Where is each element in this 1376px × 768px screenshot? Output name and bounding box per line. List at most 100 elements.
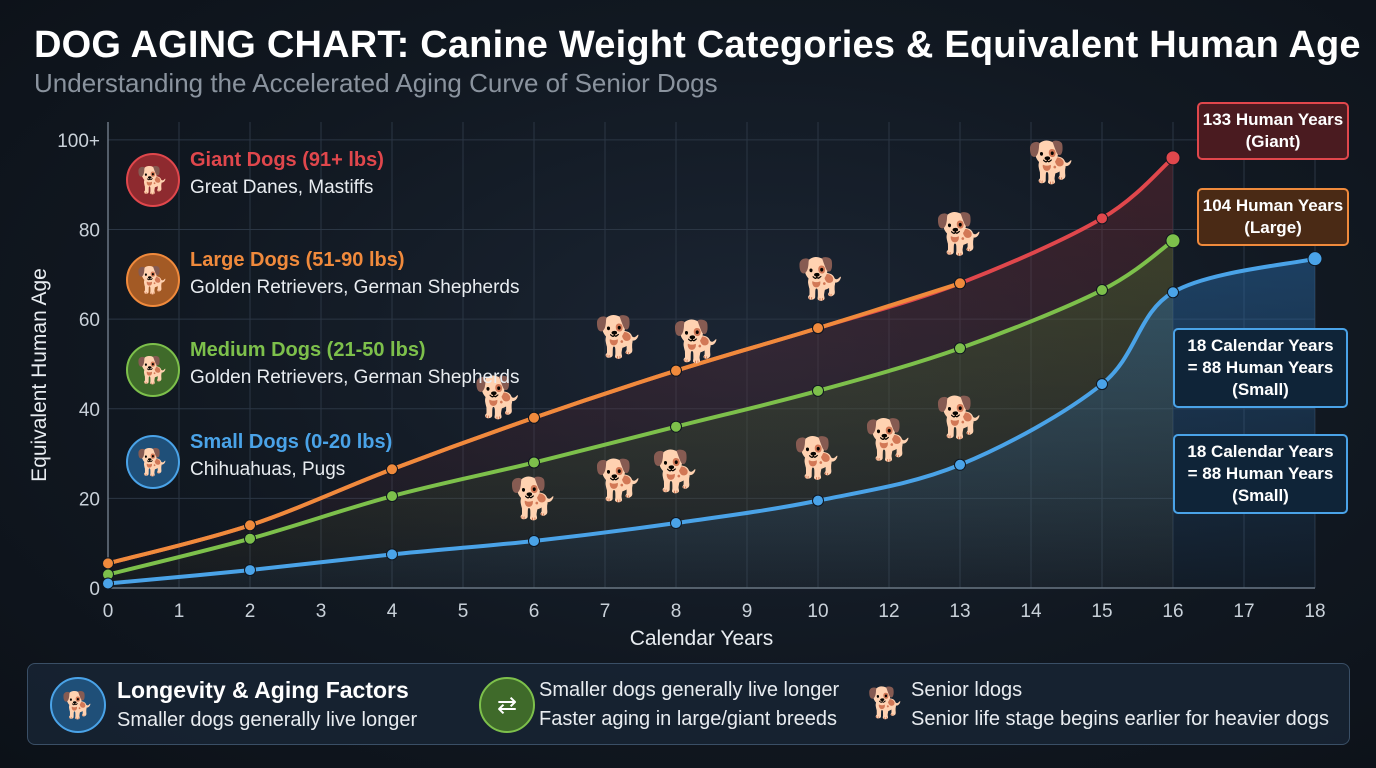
x-tick-label: 15 bbox=[1091, 601, 1112, 622]
y-tick-label: 100+ bbox=[57, 131, 100, 152]
series-large-point bbox=[670, 364, 682, 377]
series-large-point bbox=[102, 557, 114, 570]
dog-illustration-icon: 🐕 bbox=[1027, 139, 1077, 186]
giant-dog-icon: 🐕 bbox=[126, 153, 180, 207]
series-medium-point bbox=[670, 420, 682, 433]
info-senior-line1: Senior ldogs bbox=[911, 679, 1023, 701]
series-small-point bbox=[386, 548, 398, 561]
x-tick-label: 3 bbox=[316, 601, 327, 622]
y-tick-label: 0 bbox=[89, 579, 100, 600]
callout-small-1-line1: 18 Calendar Years bbox=[1187, 336, 1334, 355]
dog-illustration-icon: 🐕 bbox=[935, 210, 985, 257]
y-tick-label: 80 bbox=[79, 221, 100, 242]
series-large-point bbox=[386, 463, 398, 476]
y-tick-label: 20 bbox=[79, 489, 100, 510]
series-medium-point bbox=[244, 532, 256, 545]
x-tick-label: 7 bbox=[600, 601, 611, 622]
callout-small-1: 18 Calendar Years = 88 Human Years (Smal… bbox=[1173, 328, 1348, 408]
dog-illustration-icon: 🐕 bbox=[672, 318, 722, 365]
callout-giant-line2: (Giant) bbox=[1245, 132, 1301, 151]
info-longevity-text: Smaller dogs generally live longer bbox=[117, 709, 418, 731]
info-size-line1: Smaller dogs generally live longer bbox=[539, 679, 840, 701]
x-tick-label: 14 bbox=[1020, 601, 1042, 622]
x-tick-label: 8 bbox=[671, 601, 682, 622]
series-medium-point bbox=[528, 456, 540, 469]
x-tick-label: 18 bbox=[1304, 601, 1325, 622]
x-tick-label: 10 bbox=[807, 601, 828, 622]
info-senior-line2: Senior life stage begins earlier for hea… bbox=[911, 708, 1330, 730]
series-large-point bbox=[244, 519, 256, 532]
callout-large-line1: 104 Human Years bbox=[1202, 196, 1344, 215]
series-medium-point bbox=[1096, 284, 1108, 297]
legend-large-name: Large Dogs (51-90 lbs) bbox=[190, 249, 405, 271]
legend-giant-name: Giant Dogs (91+ lbs) bbox=[190, 149, 384, 171]
legend-giant-desc: Great Danes, Mastiffs bbox=[190, 177, 374, 198]
x-tick-label: 13 bbox=[949, 601, 970, 622]
info-size-line2: Faster aging in large/giant breeds bbox=[539, 708, 837, 730]
series-small-point bbox=[670, 517, 682, 530]
series-small-point bbox=[1167, 286, 1179, 299]
series-small-point bbox=[812, 494, 824, 507]
small-dog-icon: 🐕 bbox=[50, 677, 106, 733]
series-small-line bbox=[106, 256, 1317, 586]
callout-small-1-line3: (Small) bbox=[1232, 380, 1289, 399]
dog-illustration-icon: 🐕 bbox=[793, 435, 843, 482]
x-tick-label: 5 bbox=[458, 601, 469, 622]
series-medium-point bbox=[1165, 233, 1181, 249]
series-small-area bbox=[108, 258, 1315, 588]
callout-large-line2: (Large) bbox=[1244, 218, 1302, 237]
series-small-point bbox=[102, 577, 114, 590]
dog-illustration-icon: 🐕 bbox=[797, 255, 847, 302]
legend-small-desc: Chihuahuas, Pugs bbox=[190, 459, 346, 480]
dog-illustration-icon: 🐕 bbox=[474, 374, 524, 421]
callout-large: 104 Human Years (Large) bbox=[1197, 188, 1349, 246]
dog-illustration-icon: 🐕 bbox=[594, 314, 644, 361]
medium-dog-icon: 🐕 bbox=[126, 343, 180, 397]
callout-small-2-line3: (Small) bbox=[1232, 486, 1289, 505]
callout-small-1-line2: = 88 Human Years bbox=[1187, 358, 1334, 377]
swap-arrows-icon: ⇄ bbox=[479, 677, 535, 733]
x-tick-label: 6 bbox=[529, 601, 540, 622]
small-dog-icon: 🐕 bbox=[126, 435, 180, 489]
dog-illustration-icon: 🐕 bbox=[651, 448, 701, 495]
x-tick-label: 17 bbox=[1233, 601, 1254, 622]
info-longevity-heading: Longevity & Aging Factors bbox=[117, 677, 409, 703]
y-axis-title: Equivalent Human Age bbox=[28, 268, 51, 482]
callout-giant-line1: 133 Human Years bbox=[1202, 110, 1344, 129]
page-subtitle: Understanding the Accelerated Aging Curv… bbox=[34, 68, 718, 98]
legend-medium-desc: Golden Retrievers, German Shepherds bbox=[190, 367, 520, 388]
info-panel: 🐕 Longevity & Aging Factors Smaller dogs… bbox=[27, 663, 1350, 745]
legend-medium-name: Medium Dogs (21-50 lbs) bbox=[190, 339, 426, 361]
series-giant-point bbox=[1165, 150, 1181, 166]
legend-small-name: Small Dogs (0-20 lbs) bbox=[190, 431, 393, 453]
series-giant-point bbox=[1096, 212, 1108, 225]
x-axis-title: Calendar Years bbox=[630, 627, 774, 650]
y-tick-label: 60 bbox=[79, 310, 100, 331]
callout-small-2-line1: 18 Calendar Years bbox=[1187, 442, 1334, 461]
large-dog-icon: 🐕 bbox=[126, 253, 180, 307]
series-small-point bbox=[528, 534, 540, 547]
callout-small-2-line2: = 88 Human Years bbox=[1187, 464, 1334, 483]
series-small-point bbox=[1096, 378, 1108, 391]
y-tick-label: 40 bbox=[79, 400, 100, 421]
aging-chart: 0 1 2 3 4 5 6 7 8 9 10 12 13 14 15 16 17 18020406080100+C… bbox=[28, 122, 1326, 650]
dog-illustration-icon: 🐕 bbox=[509, 475, 559, 522]
series-small-point bbox=[244, 564, 256, 577]
series-small-point bbox=[954, 458, 966, 471]
page-title: DOG AGING CHART: Canine Weight Categorie… bbox=[34, 24, 1361, 66]
dog-illustration-icon: 🐕 bbox=[594, 457, 644, 504]
series-medium-point bbox=[812, 384, 824, 397]
senior-dog-icon: 🐕 bbox=[867, 686, 905, 720]
x-tick-label: 12 bbox=[878, 601, 899, 622]
series-large-point bbox=[954, 277, 966, 290]
legend-large-desc: Golden Retrievers, German Shepherds bbox=[190, 277, 520, 298]
dog-illustration-icon: 🐕 bbox=[864, 417, 914, 464]
series-medium-point bbox=[954, 342, 966, 355]
series-medium-point bbox=[386, 490, 398, 503]
x-tick-label: 4 bbox=[387, 601, 398, 622]
series-large-point bbox=[528, 411, 540, 424]
callout-small-2: 18 Calendar Years = 88 Human Years (Smal… bbox=[1173, 434, 1348, 514]
callout-giant: 133 Human Years (Giant) bbox=[1197, 102, 1349, 160]
x-tick-label: 0 bbox=[103, 601, 114, 622]
x-tick-label: 9 bbox=[742, 601, 753, 622]
